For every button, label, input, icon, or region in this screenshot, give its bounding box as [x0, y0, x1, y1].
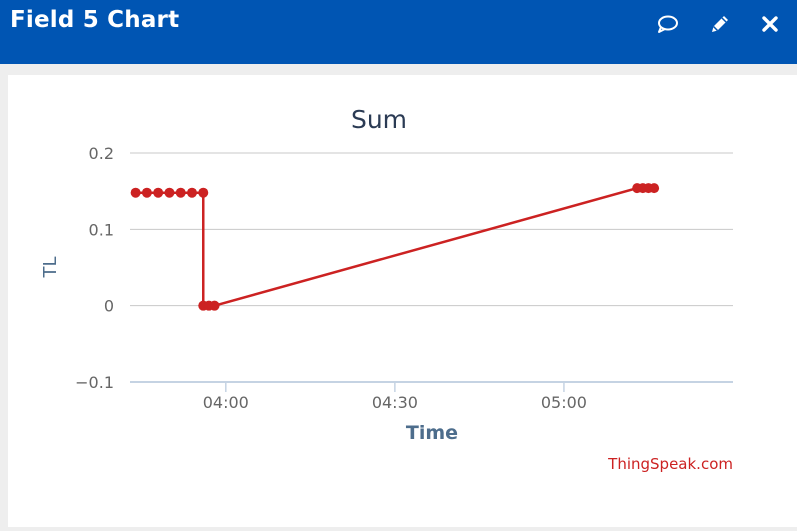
- y-tick-label: 0.1: [89, 220, 114, 239]
- data-point[interactable]: [153, 187, 164, 198]
- chart-panel: −0.1 0 0.1 0.2 04:00 04:30 05:00 Sum TL Time T…: [8, 75, 797, 527]
- data-point[interactable]: [186, 187, 197, 198]
- data-point[interactable]: [649, 183, 660, 194]
- line-chart: −0.1 0 0.1 0.2 04:00 04:30 05:00 Sum TL Time T…: [40, 105, 733, 473]
- comment-button[interactable]: [653, 10, 683, 38]
- series-line: [135, 186, 655, 307]
- data-point[interactable]: [141, 187, 152, 198]
- data-point[interactable]: [175, 187, 186, 198]
- close-icon: [762, 16, 778, 32]
- x-axis-label: Time: [406, 422, 458, 444]
- comment-icon: [658, 15, 678, 33]
- y-tick-label: −0.1: [75, 373, 114, 392]
- data-point[interactable]: [164, 187, 175, 198]
- data-point[interactable]: [198, 187, 209, 198]
- window-header: Field 5 Chart: [0, 0, 797, 64]
- pencil-icon: [712, 16, 728, 32]
- y-tick-label: 0: [104, 297, 114, 316]
- chart-title: Sum: [351, 105, 407, 134]
- y-tick-label: 0.2: [89, 144, 114, 163]
- x-tick-label: 05:00: [541, 393, 587, 412]
- x-tick-label: 04:30: [372, 393, 418, 412]
- window-title: Field 5 Chart: [10, 7, 180, 33]
- credit-link[interactable]: ThingSpeak.com: [607, 455, 733, 473]
- close-button[interactable]: [755, 10, 785, 38]
- x-tick-label: 04:00: [203, 393, 249, 412]
- edit-button[interactable]: [705, 10, 735, 38]
- data-point[interactable]: [209, 300, 220, 311]
- y-axis-label: TL: [40, 256, 61, 278]
- data-point[interactable]: [130, 187, 141, 198]
